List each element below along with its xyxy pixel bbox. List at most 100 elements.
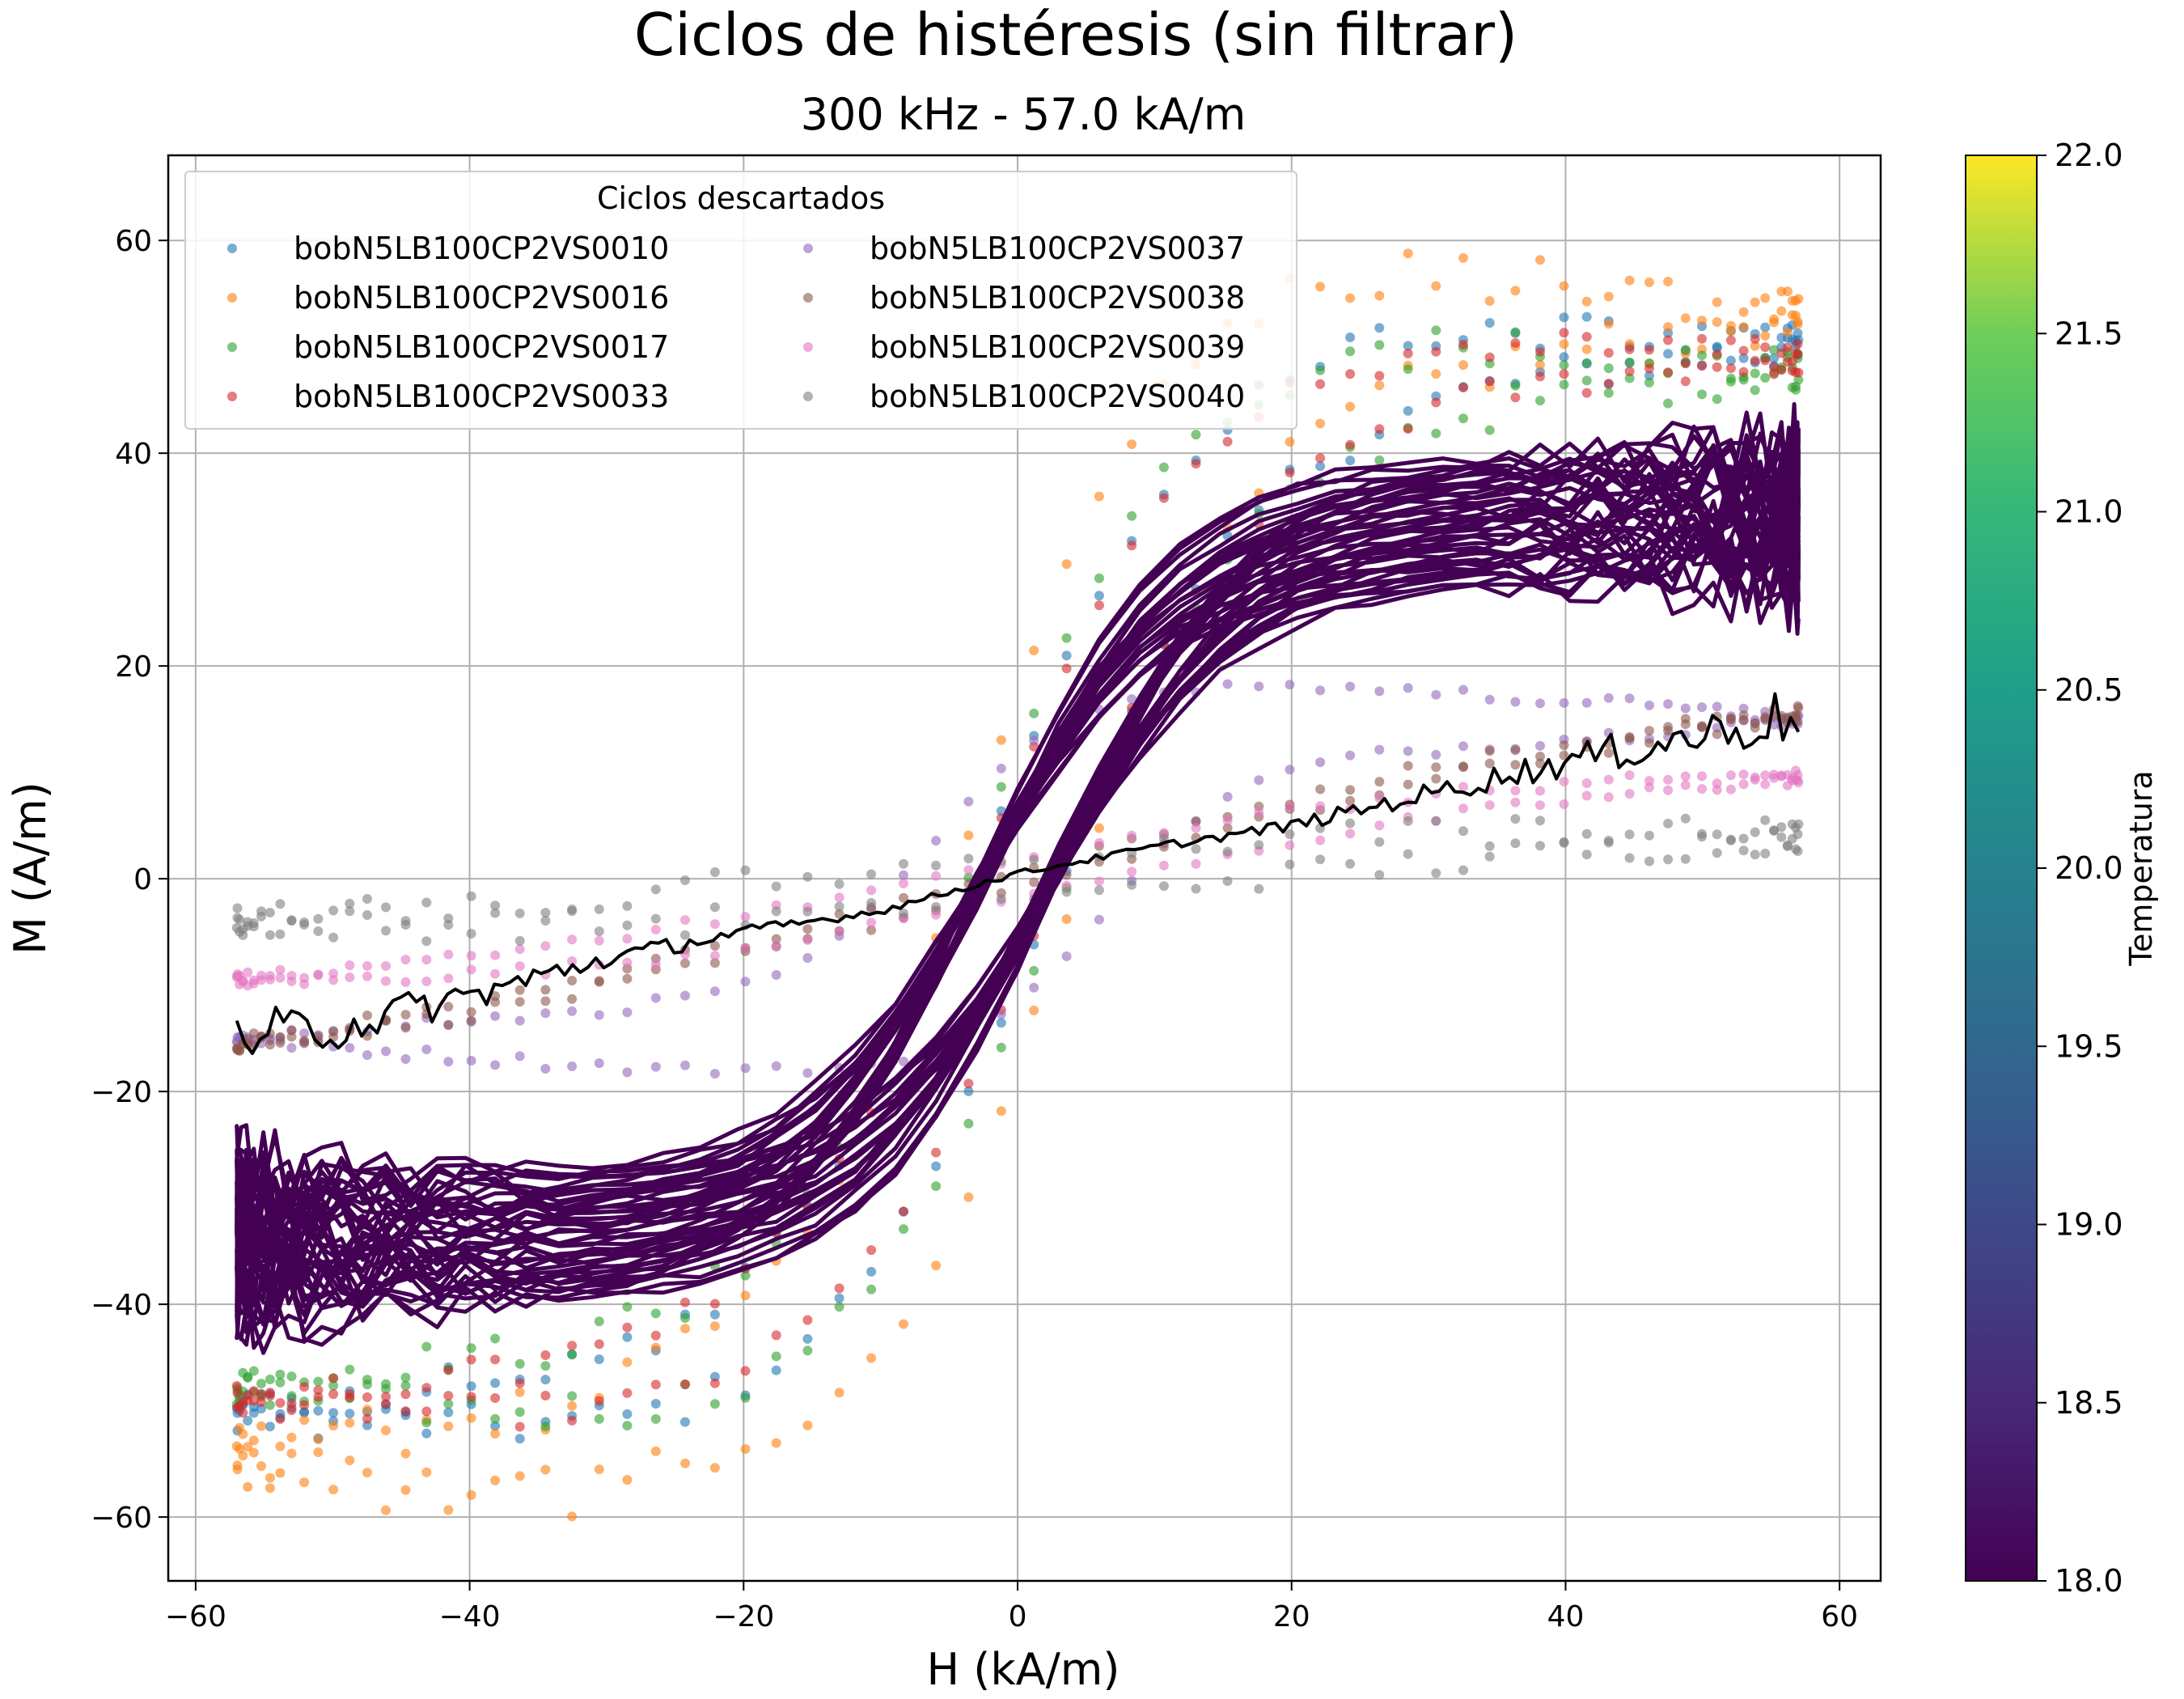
- discarded-point: [1738, 710, 1749, 721]
- discarded-point: [1663, 349, 1674, 359]
- discarded-point: [514, 1387, 525, 1397]
- discarded-point: [275, 899, 286, 909]
- discarded-point: [899, 1224, 908, 1235]
- discarded-point: [1458, 741, 1468, 752]
- discarded-point: [381, 1399, 391, 1409]
- discarded-point: [1792, 339, 1803, 349]
- discarded-point: [1769, 353, 1780, 363]
- discarded-point: [1254, 807, 1264, 817]
- discarded-point: [265, 1483, 275, 1494]
- discarded-point: [1760, 293, 1771, 303]
- discarded-point: [362, 894, 372, 904]
- discarded-point: [1374, 323, 1385, 333]
- discarded-point: [1431, 762, 1441, 773]
- discarded-point: [1697, 350, 1707, 361]
- discarded-point: [1510, 327, 1521, 337]
- discarded-point: [567, 1006, 578, 1016]
- discarded-point: [1644, 371, 1654, 381]
- discarded-point: [1431, 397, 1441, 408]
- discarded-point: [1222, 846, 1233, 857]
- discarded-point: [1663, 398, 1674, 409]
- discarded-point: [1725, 326, 1736, 337]
- discarded-point: [1374, 777, 1385, 787]
- discarded-point: [232, 1388, 243, 1398]
- discarded-point: [1769, 825, 1780, 836]
- discarded-point: [834, 1388, 844, 1398]
- discarded-point: [567, 976, 578, 985]
- discarded-point: [1769, 317, 1780, 328]
- discarded-point: [1792, 846, 1803, 856]
- discarded-point: [1663, 335, 1674, 345]
- discarded-point: [594, 1354, 604, 1365]
- discarded-point: [1345, 293, 1356, 303]
- discarded-point: [622, 957, 633, 968]
- discarded-point: [1061, 633, 1072, 643]
- discarded-point: [400, 1380, 411, 1391]
- discarded-point: [834, 1283, 844, 1294]
- discarded-point: [1029, 735, 1039, 746]
- discarded-point: [1750, 297, 1760, 307]
- discarded-point: [1127, 439, 1137, 450]
- discarded-point: [1315, 835, 1326, 845]
- discarded-point: [622, 973, 633, 984]
- discarded-point: [256, 1396, 266, 1407]
- discarded-point: [931, 1181, 942, 1192]
- discarded-point: [466, 1413, 476, 1423]
- discarded-point: [650, 1342, 661, 1353]
- discarded-point: [1769, 345, 1780, 355]
- discarded-point: [1061, 887, 1072, 897]
- discarded-point: [996, 1106, 1006, 1116]
- legend-marker: [227, 244, 237, 253]
- discarded-point: [1712, 362, 1722, 372]
- discarded-point: [421, 1406, 432, 1417]
- discarded-point: [443, 1399, 454, 1409]
- discarded-point: [1792, 316, 1803, 327]
- discarded-point: [1345, 795, 1356, 806]
- discarded-point: [1191, 430, 1201, 440]
- discarded-point: [1624, 789, 1635, 799]
- discarded-point: [1191, 844, 1201, 854]
- discarded-point: [328, 1408, 339, 1418]
- discarded-point: [1738, 779, 1749, 790]
- discarded-point: [265, 1391, 275, 1401]
- discarded-point: [1760, 849, 1771, 858]
- discarded-point: [1484, 851, 1495, 862]
- y-tick-label: 40: [115, 438, 152, 471]
- discarded-point: [1712, 848, 1722, 858]
- discarded-point: [1403, 364, 1413, 375]
- discarded-point: [709, 1378, 720, 1388]
- discarded-point: [1029, 982, 1039, 993]
- discarded-point: [540, 1350, 551, 1360]
- discarded-point: [1559, 312, 1569, 323]
- discarded-point: [1374, 686, 1385, 697]
- discarded-point: [286, 1371, 297, 1382]
- discarded-point: [1750, 385, 1760, 396]
- discarded-point: [1191, 823, 1201, 833]
- discarded-point: [709, 902, 720, 913]
- discarded-point: [1510, 760, 1521, 770]
- discarded-point: [1663, 322, 1674, 333]
- discarded-point: [466, 951, 476, 961]
- x-axis-label: H (kA/m): [927, 1644, 1120, 1695]
- legend-label: bobN5LB100CP2VS0016: [294, 280, 669, 316]
- discarded-point: [1315, 282, 1326, 292]
- discarded-point: [1222, 791, 1233, 802]
- discarded-point: [1222, 876, 1233, 886]
- discarded-point: [400, 955, 411, 965]
- discarded-point: [466, 1392, 476, 1402]
- discarded-point: [1535, 786, 1545, 796]
- discarded-point: [443, 1391, 454, 1401]
- discarded-point: [1403, 349, 1413, 358]
- discarded-point: [1374, 424, 1385, 434]
- discarded-point: [1345, 333, 1356, 342]
- discarded-point: [313, 926, 324, 936]
- discarded-point: [421, 955, 432, 965]
- discarded-point: [996, 735, 1006, 745]
- legend-marker: [803, 244, 813, 253]
- discarded-point: [362, 1050, 372, 1061]
- discarded-point: [1458, 782, 1468, 792]
- discarded-point: [680, 1297, 690, 1307]
- y-axis-ticks: −60 −40 −20 0 20 40 60: [91, 225, 168, 1535]
- discarded-point: [1094, 573, 1104, 583]
